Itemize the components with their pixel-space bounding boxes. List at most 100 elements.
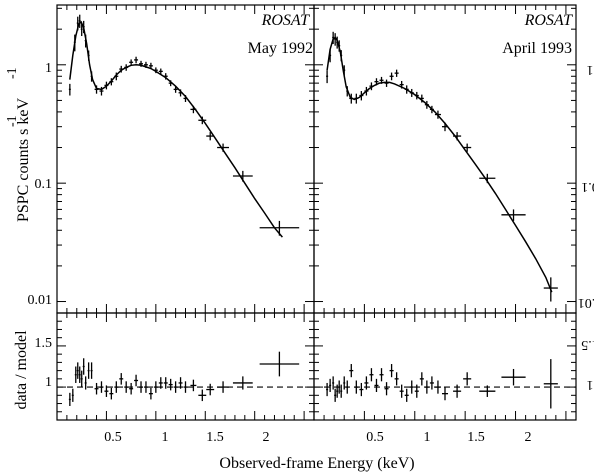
data-point bbox=[463, 372, 472, 386]
data-point bbox=[501, 209, 526, 221]
data-point bbox=[359, 91, 364, 101]
data-point bbox=[109, 78, 114, 86]
data-point bbox=[334, 33, 337, 46]
data-point bbox=[124, 64, 129, 71]
annotation-date-left: May 1992 bbox=[248, 40, 313, 57]
data-point bbox=[173, 86, 178, 93]
x-tick-label-right-2: 2 bbox=[525, 430, 532, 445]
data-point bbox=[71, 388, 74, 402]
data-point bbox=[87, 50, 90, 61]
x-tick-label-left-0.5: 0.5 bbox=[104, 430, 122, 445]
data-point bbox=[389, 72, 394, 81]
y-axis-title-exp-s: -1 bbox=[5, 115, 20, 127]
data-point bbox=[326, 70, 329, 84]
panel-left-bottom bbox=[56, 312, 315, 421]
y-axis-title-top: PSPC counts s keV bbox=[15, 98, 32, 222]
data-point bbox=[479, 385, 496, 397]
data-point bbox=[326, 382, 329, 397]
data-point bbox=[384, 79, 389, 87]
data-point bbox=[404, 388, 409, 402]
data-point bbox=[94, 85, 99, 94]
data-point bbox=[74, 366, 77, 383]
data-point bbox=[340, 50, 343, 62]
right-edge-label-ratio-1: 1 bbox=[587, 377, 594, 392]
data-point bbox=[109, 387, 114, 400]
data-point bbox=[68, 392, 71, 407]
data-point bbox=[453, 132, 462, 141]
data-point bbox=[429, 105, 434, 114]
data-point bbox=[163, 377, 168, 389]
data-point bbox=[359, 382, 364, 397]
data-point bbox=[84, 34, 87, 48]
data-point bbox=[379, 76, 384, 84]
data-point bbox=[409, 88, 414, 97]
data-point bbox=[183, 95, 188, 102]
data-point bbox=[259, 220, 300, 236]
data-point bbox=[87, 362, 90, 379]
y-tick-label-0.1: 0.1 bbox=[35, 177, 53, 192]
data-point bbox=[178, 377, 183, 389]
right-edge-label-1.5: 1.5 bbox=[581, 337, 594, 352]
data-point bbox=[190, 105, 197, 114]
data-point bbox=[409, 380, 414, 394]
data-point bbox=[259, 351, 300, 377]
data-point bbox=[394, 372, 399, 386]
data-point bbox=[94, 382, 99, 395]
data-point bbox=[441, 387, 449, 401]
data-point bbox=[217, 381, 229, 393]
right-edge-label-1: 1 bbox=[587, 62, 594, 77]
data-point bbox=[374, 378, 379, 393]
x-tick-label-right-1.5: 1.5 bbox=[467, 430, 485, 445]
data-point bbox=[148, 62, 153, 70]
data-point bbox=[217, 143, 229, 152]
data-point bbox=[73, 34, 76, 52]
data-point bbox=[424, 380, 429, 394]
y-axis-title-main: PSPC counts s keV bbox=[15, 98, 32, 222]
x-tick-label-left-2: 2 bbox=[263, 430, 270, 445]
annotation-mission-left: ROSAT bbox=[261, 12, 311, 29]
data-point bbox=[114, 72, 119, 81]
y-tick-label-ratio-1: 1 bbox=[45, 375, 52, 390]
data-point bbox=[346, 86, 349, 97]
data-point bbox=[163, 73, 168, 80]
data-point bbox=[198, 389, 207, 402]
data-point bbox=[414, 384, 419, 398]
data-point bbox=[364, 86, 369, 96]
panel-frame bbox=[313, 312, 577, 421]
data-point bbox=[338, 40, 341, 52]
data-point bbox=[501, 368, 526, 386]
data-point bbox=[379, 368, 384, 382]
right-edge-labels: 1 0.1 0.01 1.5 1 bbox=[578, 62, 594, 392]
data-point bbox=[190, 379, 197, 392]
data-point bbox=[206, 132, 215, 141]
data-point bbox=[346, 380, 349, 394]
data-point bbox=[424, 100, 429, 109]
data-point bbox=[369, 368, 374, 382]
data-point bbox=[129, 59, 134, 66]
x-tick-label-left-1: 1 bbox=[162, 430, 169, 445]
right-edge-label-0.1: 0.1 bbox=[581, 179, 594, 194]
data-point bbox=[434, 110, 441, 119]
data-point bbox=[153, 381, 158, 393]
data-point bbox=[148, 387, 153, 400]
data-point bbox=[329, 49, 332, 63]
data-point bbox=[90, 71, 93, 82]
data-point bbox=[168, 80, 173, 87]
data-point bbox=[334, 388, 337, 402]
data-point bbox=[153, 67, 158, 74]
model-curve bbox=[326, 36, 553, 293]
data-point bbox=[414, 91, 419, 100]
y-axis-title-exp-kev: -1 bbox=[5, 67, 20, 79]
annotation-date-right: April 1993 bbox=[502, 40, 572, 57]
x-tick-label-left-1.5: 1.5 bbox=[206, 430, 224, 445]
data-point bbox=[124, 381, 129, 393]
right-edge-label-0.01: 0.01 bbox=[578, 295, 594, 310]
data-point bbox=[114, 381, 119, 393]
data-point bbox=[80, 23, 83, 37]
data-point bbox=[198, 116, 207, 125]
data-point bbox=[139, 381, 143, 393]
panel-right-bottom bbox=[313, 312, 577, 421]
data-point bbox=[340, 384, 343, 398]
data-point bbox=[232, 376, 253, 390]
data-point bbox=[354, 93, 359, 104]
